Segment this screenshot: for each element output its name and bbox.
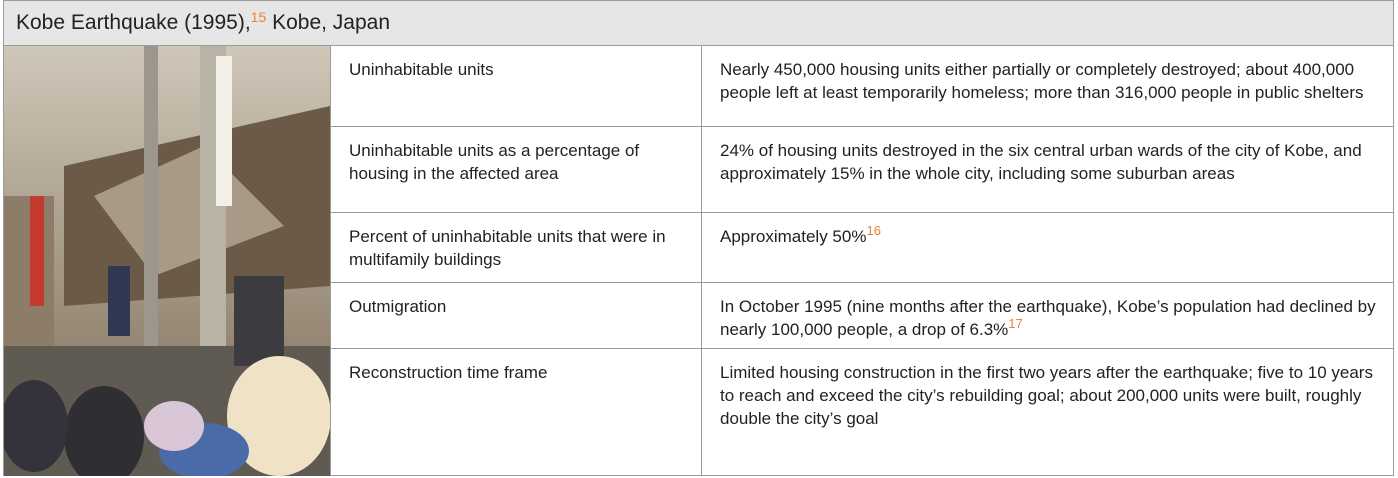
footnote-ref: 17 [1008, 316, 1023, 331]
header-location: Kobe, Japan [272, 11, 391, 34]
table-row: Percent of uninhabitable units that were… [330, 213, 1394, 283]
row-label: Uninhabitable units [330, 46, 702, 126]
table-row: Reconstruction time frame Limited housin… [330, 349, 1394, 476]
photo [4, 46, 330, 476]
table-row: Uninhabitable units Nearly 450,000 housi… [330, 46, 1394, 127]
row-label: Uninhabitable units as a percentage of h… [330, 127, 702, 212]
photo-illustration [4, 46, 330, 476]
row-value: Limited housing construction in the firs… [720, 363, 1373, 428]
row-value: Nearly 450,000 housing units either part… [720, 60, 1364, 102]
value-text: In October 1995 (nine months after the e… [720, 297, 1376, 339]
row-label: Percent of uninhabitable units that were… [330, 213, 702, 282]
row-label: Reconstruction time frame [330, 349, 702, 476]
header-title: Kobe Earthquake (1995), [16, 11, 251, 34]
row-value: Approximately 50%16 [702, 213, 1394, 248]
row-value: 24% of housing units destroyed in the si… [720, 141, 1362, 183]
footnote-ref: 16 [866, 223, 881, 238]
value-text: Approximately 50% [720, 227, 867, 246]
table-row: Outmigration In October 1995 (nine month… [330, 283, 1394, 349]
table-header: Kobe Earthquake (1995),15 Kobe, Japan [3, 0, 1394, 46]
row-label: Outmigration [330, 283, 702, 348]
row-value: In October 1995 (nine months after the e… [702, 283, 1394, 341]
table-row: Uninhabitable units as a percentage of h… [330, 127, 1394, 213]
footnote-ref: 15 [250, 9, 267, 25]
